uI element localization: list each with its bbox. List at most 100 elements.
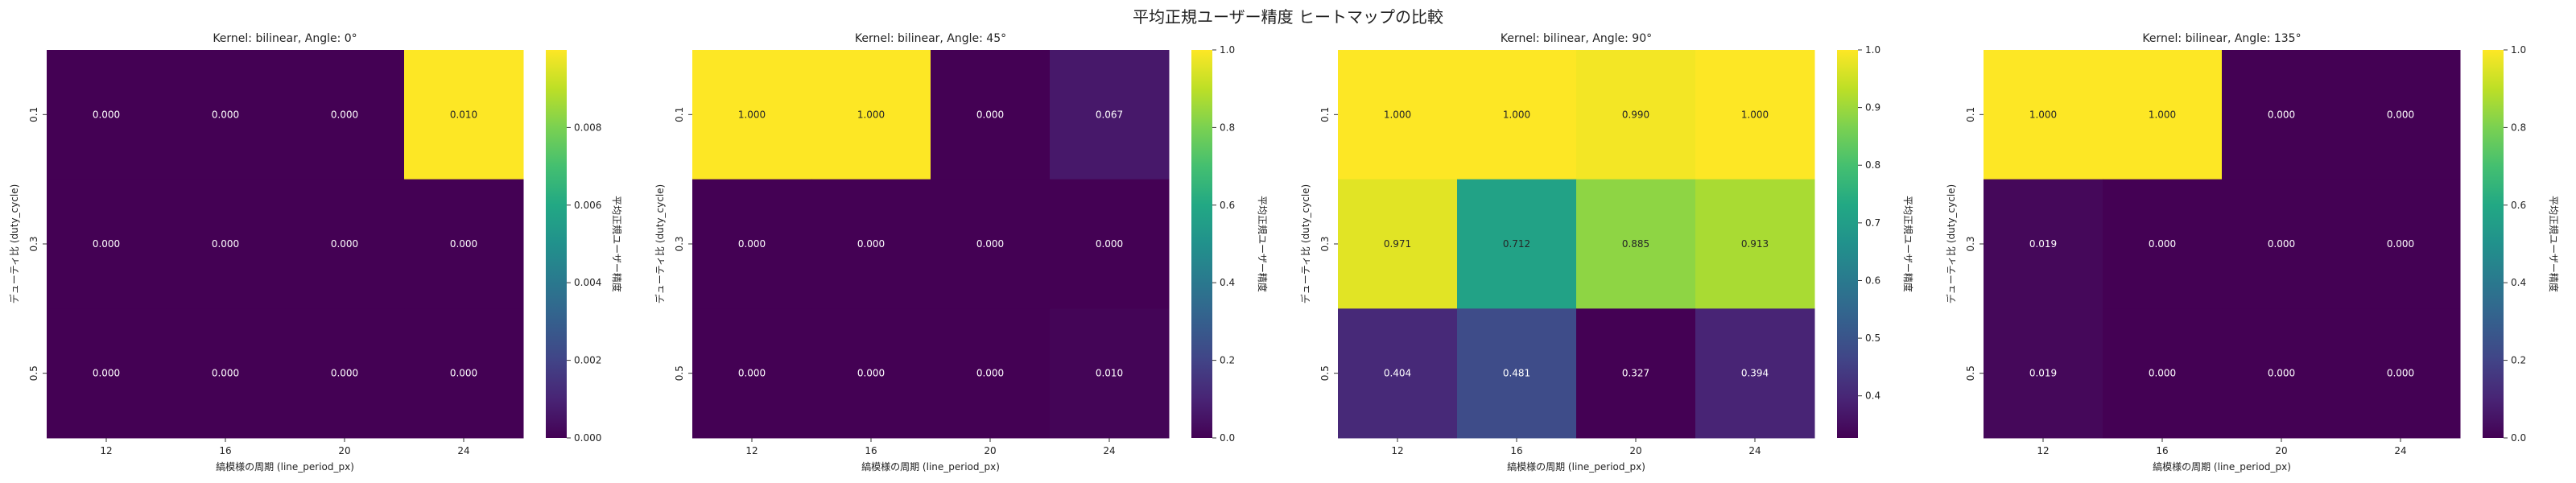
x-tick-label: 24 [1103, 445, 1115, 456]
cell-value-label: 0.019 [2029, 238, 2057, 250]
cell-value-label: 0.000 [331, 238, 358, 250]
heatmap-cell [1050, 179, 1170, 309]
heatmap-cell [1050, 308, 1170, 439]
heatmap-cell [166, 308, 286, 439]
colorbar-tick-label: 0.004 [574, 277, 601, 288]
heatmap-cell [692, 179, 812, 309]
colorbar-tick-label: 0.4 [1865, 390, 1880, 402]
y-axis-label: デューティ比 (duty_cycle) [654, 184, 666, 304]
y-axis-label: デューティ比 (duty_cycle) [1945, 184, 1957, 304]
y-tick-label: 0.1 [1319, 107, 1331, 122]
x-tick-label: 20 [984, 445, 996, 456]
x-tick-label: 12 [2037, 445, 2049, 456]
cell-value-label: 0.481 [1503, 368, 1530, 379]
cell-value-label: 0.394 [1741, 368, 1769, 379]
y-tick-label: 0.1 [674, 107, 685, 122]
heatmap-cell [2103, 50, 2223, 180]
y-tick-label: 0.1 [28, 107, 39, 122]
heatmap-cell [1338, 50, 1458, 180]
x-tick-label: 16 [219, 445, 231, 456]
colorbar-tick-label: 0.9 [1865, 102, 1880, 114]
cell-value-label: 1.000 [2149, 109, 2176, 120]
heatmap-cell [1576, 179, 1696, 309]
heatmap-cell [931, 50, 1051, 180]
colorbar-tick-label: 0.008 [574, 122, 601, 133]
colorbar [2483, 50, 2504, 438]
heatmap-cell [1457, 50, 1577, 180]
cell-value-label: 0.010 [1096, 368, 1123, 379]
colorbar-tick-label: 1.0 [1865, 44, 1880, 56]
cell-value-label: 0.000 [857, 368, 885, 379]
colorbar [1837, 50, 1858, 438]
y-tick-label: 0.3 [1965, 236, 1976, 251]
cell-value-label: 1.000 [1384, 109, 1411, 120]
heatmap-cell [2103, 179, 2223, 309]
heatmap-cell [2341, 179, 2461, 309]
heatmap-cell [285, 50, 405, 180]
heatmap-cell [811, 50, 931, 180]
x-tick-label: 20 [338, 445, 350, 456]
y-tick-label: 0.3 [28, 236, 39, 251]
y-tick-label: 0.5 [28, 365, 39, 381]
y-tick-label: 0.3 [1319, 236, 1331, 251]
colorbar-tick-label: 0.8 [1220, 122, 1235, 133]
heatmap-cell [2341, 50, 2461, 180]
heatmap-cell [2103, 308, 2223, 439]
cell-value-label: 0.000 [2149, 368, 2176, 379]
heatmap-cell [1050, 50, 1170, 180]
cell-value-label: 0.000 [450, 368, 477, 379]
heatmap-cell [1338, 308, 1458, 439]
colorbar-label: 平均正規ユーザー精度 [611, 196, 623, 292]
heatmap-panel-3: Kernel: bilinear, Angle: 90° 1.000 1.000 0.… [1299, 32, 1914, 473]
cell-value-label: 0.404 [1384, 368, 1411, 379]
heatmap-cell [47, 179, 167, 309]
y-axis-label: デューティ比 (duty_cycle) [1299, 184, 1311, 304]
cell-value-label: 0.000 [450, 238, 477, 250]
heatmap-cell [404, 179, 524, 309]
cell-value-label: 0.000 [212, 238, 239, 250]
cell-value-label: 0.019 [2029, 368, 2057, 379]
heatmap-cell [166, 179, 286, 309]
heatmap-cell [1457, 179, 1577, 309]
cell-value-label: 0.000 [738, 368, 766, 379]
heatmap-cell [2341, 308, 2461, 439]
cell-value-label: 0.000 [857, 238, 885, 250]
cell-value-label: 0.913 [1741, 238, 1769, 250]
x-tick-label: 20 [1629, 445, 1641, 456]
colorbar-tick-label: 1.0 [2511, 44, 2526, 56]
y-tick-label: 0.3 [674, 236, 685, 251]
x-axis-label: 縞模様の周期 (line_period_px) [1507, 460, 1645, 473]
colorbar-tick-label: 0.002 [574, 355, 601, 366]
heatmap-cell [285, 179, 405, 309]
cell-value-label: 0.327 [1622, 368, 1649, 379]
cell-value-label: 0.000 [2387, 368, 2414, 379]
heatmap-cell [1576, 50, 1696, 180]
cell-value-label: 1.000 [1503, 109, 1530, 120]
cell-value-label: 0.000 [2387, 238, 2414, 250]
colorbar-tick-label: 0.000 [574, 432, 601, 444]
colorbar-tick-label: 0.6 [2511, 200, 2526, 211]
cell-value-label: 0.000 [2268, 368, 2295, 379]
heatmap-cell [1984, 179, 2103, 309]
colorbar-tick-label: 0.5 [1865, 332, 1880, 344]
heatmap-cell [1576, 308, 1696, 439]
x-tick-label: 16 [2156, 445, 2168, 456]
figure-title: 平均正規ユーザー精度 ヒートマップの比較 [1133, 7, 1443, 27]
colorbar-tick-label: 1.0 [1220, 44, 1235, 56]
heatmap-cell [1695, 308, 1815, 439]
cell-value-label: 0.067 [1096, 109, 1123, 120]
heatmap-cell [404, 50, 524, 180]
panel-title: Kernel: bilinear, Angle: 45° [855, 32, 1006, 45]
cell-value-label: 0.000 [976, 368, 1004, 379]
heatmap-cell [811, 179, 931, 309]
heatmap-cell [692, 308, 812, 439]
cell-value-label: 0.000 [2149, 238, 2176, 250]
heatmap-cell [1457, 308, 1577, 439]
y-tick-label: 0.5 [1965, 365, 1976, 381]
cell-value-label: 0.712 [1503, 238, 1530, 250]
colorbar-tick-label: 0.4 [1220, 277, 1235, 288]
y-tick-label: 0.1 [1965, 107, 1976, 122]
cell-value-label: 0.010 [450, 109, 477, 120]
heatmap-cell [404, 308, 524, 439]
cell-value-label: 0.885 [1622, 238, 1649, 250]
